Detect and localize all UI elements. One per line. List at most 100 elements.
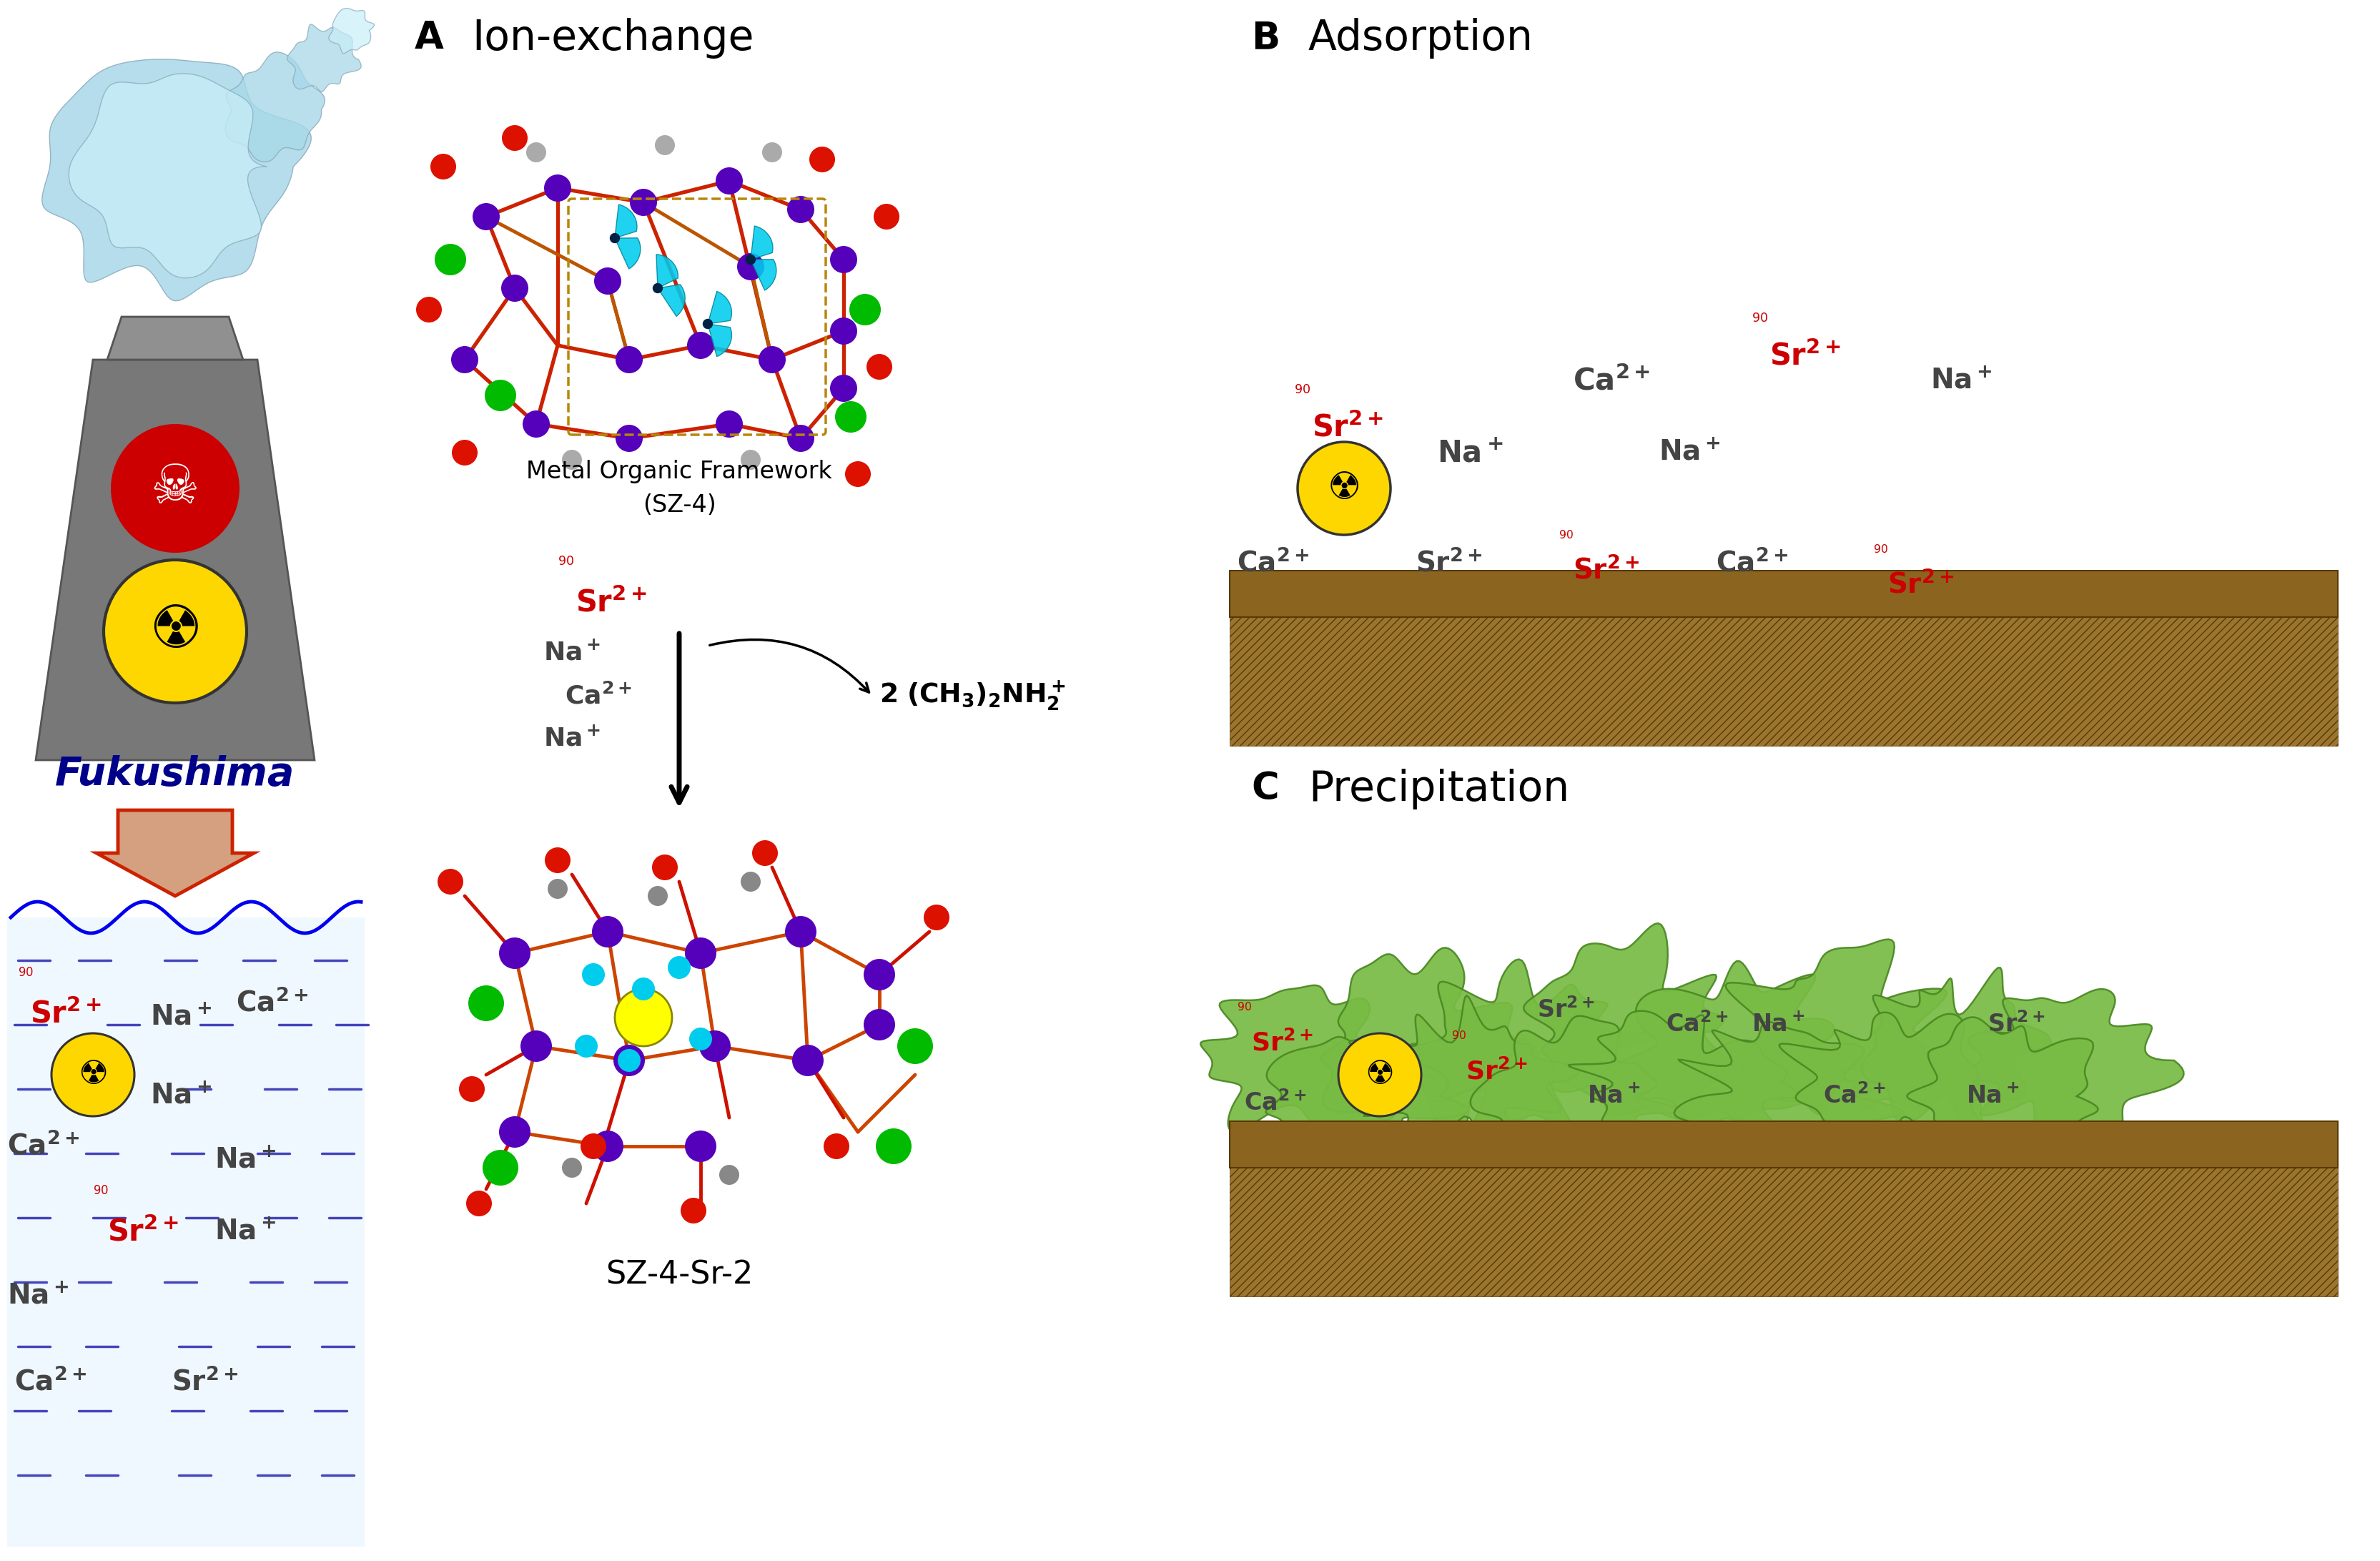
Circle shape: [716, 167, 743, 195]
Text: $\mathbf{Na^+}$: $\mathbf{Na^+}$: [1752, 1013, 1804, 1037]
Polygon shape: [1956, 990, 2185, 1155]
Circle shape: [562, 450, 583, 470]
Circle shape: [614, 1044, 645, 1076]
Polygon shape: [1590, 962, 1868, 1119]
Circle shape: [526, 142, 545, 162]
Text: $\mathbf{Sr^{2+}}$: $\mathbf{Sr^{2+}}$: [171, 1367, 238, 1397]
Text: $\mathbf{Sr^{2+}}$: $\mathbf{Sr^{2+}}$: [107, 1218, 179, 1247]
Circle shape: [788, 425, 814, 453]
Bar: [1230, 1168, 2337, 1297]
Polygon shape: [657, 254, 678, 289]
Circle shape: [595, 267, 621, 295]
Circle shape: [593, 916, 624, 948]
Circle shape: [438, 869, 464, 894]
Polygon shape: [1726, 940, 1947, 1115]
Text: Fukushima: Fukushima: [55, 756, 295, 793]
Text: $\mathbf{Sr^{2+}}$: $\mathbf{Sr^{2+}}$: [1252, 1030, 1314, 1055]
Text: $\mathbf{Na^+}$: $\mathbf{Na^+}$: [543, 640, 600, 665]
Circle shape: [681, 1197, 707, 1224]
Circle shape: [759, 347, 785, 373]
Text: $\mathbf{Na^+}$: $\mathbf{Na^+}$: [150, 1083, 212, 1110]
Text: $^{90}$: $^{90}$: [557, 557, 574, 574]
Circle shape: [581, 1133, 607, 1160]
Polygon shape: [1523, 923, 1737, 1119]
Text: ☢: ☢: [1328, 470, 1361, 507]
Text: $\mathbf{Ca^{2+}}$: $\mathbf{Ca^{2+}}$: [1245, 1091, 1307, 1116]
Text: $\mathbf{Sr^{2+}}$: $\mathbf{Sr^{2+}}$: [31, 999, 102, 1029]
Text: $\mathbf{Na^+}$: $\mathbf{Na^+}$: [1438, 437, 1504, 468]
Polygon shape: [614, 237, 640, 268]
Circle shape: [524, 411, 550, 437]
Circle shape: [500, 938, 531, 969]
Polygon shape: [1471, 1016, 1685, 1174]
Circle shape: [436, 244, 466, 275]
Polygon shape: [1200, 985, 1416, 1154]
Text: $\mathbf{Na^+}$: $\mathbf{Na^+}$: [1587, 1085, 1640, 1108]
Polygon shape: [1321, 948, 1537, 1140]
FancyArrow shape: [98, 810, 255, 896]
Circle shape: [685, 938, 716, 969]
Bar: [1230, 571, 2337, 617]
Text: B: B: [1252, 19, 1280, 56]
Text: $\mathbf{Ca^{2+}}$: $\mathbf{Ca^{2+}}$: [236, 990, 309, 1018]
Circle shape: [762, 142, 783, 162]
Circle shape: [112, 425, 240, 553]
Circle shape: [897, 1029, 933, 1065]
Polygon shape: [750, 226, 774, 259]
Polygon shape: [328, 8, 374, 53]
Circle shape: [502, 125, 528, 151]
Text: $\mathbf{Na^+}$: $\mathbf{Na^+}$: [1930, 367, 1992, 395]
Circle shape: [788, 197, 814, 223]
Circle shape: [576, 1035, 597, 1058]
Circle shape: [702, 318, 714, 329]
Text: $\mathbf{Sr^{2+}}$: $\mathbf{Sr^{2+}}$: [1573, 556, 1640, 585]
Circle shape: [866, 354, 892, 379]
Circle shape: [459, 1076, 486, 1102]
Circle shape: [700, 1030, 731, 1061]
Polygon shape: [1673, 1022, 1904, 1163]
Polygon shape: [1568, 1012, 1799, 1146]
Circle shape: [609, 233, 619, 244]
Polygon shape: [707, 292, 731, 325]
Text: $\mathbf{Sr^{2+}}$: $\mathbf{Sr^{2+}}$: [1768, 340, 1842, 372]
Text: A: A: [414, 19, 445, 56]
Circle shape: [545, 175, 571, 201]
Text: $^{90}$: $^{90}$: [1238, 1004, 1252, 1018]
Text: Ion-exchange: Ion-exchange: [471, 17, 754, 58]
Circle shape: [486, 379, 516, 411]
Circle shape: [500, 1116, 531, 1147]
Polygon shape: [288, 25, 362, 92]
Circle shape: [719, 1165, 740, 1185]
Circle shape: [1338, 1033, 1421, 1116]
Text: $^{90}$: $^{90}$: [1452, 1032, 1466, 1046]
Text: $\mathbf{Sr^{2+}}$: $\mathbf{Sr^{2+}}$: [1537, 997, 1595, 1022]
Text: C: C: [1252, 770, 1278, 807]
Circle shape: [652, 854, 678, 880]
Circle shape: [850, 293, 881, 325]
Circle shape: [785, 916, 816, 948]
Circle shape: [619, 1049, 640, 1072]
Circle shape: [831, 375, 857, 401]
Polygon shape: [1906, 1018, 2099, 1171]
Text: $^{90}$: $^{90}$: [1752, 314, 1768, 331]
Circle shape: [740, 450, 762, 470]
Circle shape: [466, 1191, 493, 1216]
Text: Metal Organic Framework
(SZ-4): Metal Organic Framework (SZ-4): [526, 460, 833, 517]
Bar: [1230, 617, 2337, 746]
Text: $^{90}$: $^{90}$: [19, 968, 33, 985]
Text: $\mathbf{Na^+}$: $\mathbf{Na^+}$: [150, 1004, 212, 1032]
Circle shape: [835, 401, 866, 432]
Circle shape: [740, 871, 762, 891]
Text: $\mathbf{Na^+}$: $\mathbf{Na^+}$: [214, 1147, 276, 1174]
Circle shape: [469, 985, 505, 1021]
Text: ☢: ☢: [79, 1058, 107, 1091]
Circle shape: [876, 1129, 912, 1165]
Polygon shape: [226, 52, 324, 162]
Circle shape: [864, 1008, 895, 1041]
Circle shape: [793, 1044, 823, 1076]
Circle shape: [583, 963, 605, 987]
Circle shape: [431, 153, 457, 180]
Text: $\mathbf{2\ (CH_3)_2NH_2^+}$: $\mathbf{2\ (CH_3)_2NH_2^+}$: [878, 679, 1066, 712]
Circle shape: [688, 332, 714, 359]
Circle shape: [652, 283, 664, 293]
